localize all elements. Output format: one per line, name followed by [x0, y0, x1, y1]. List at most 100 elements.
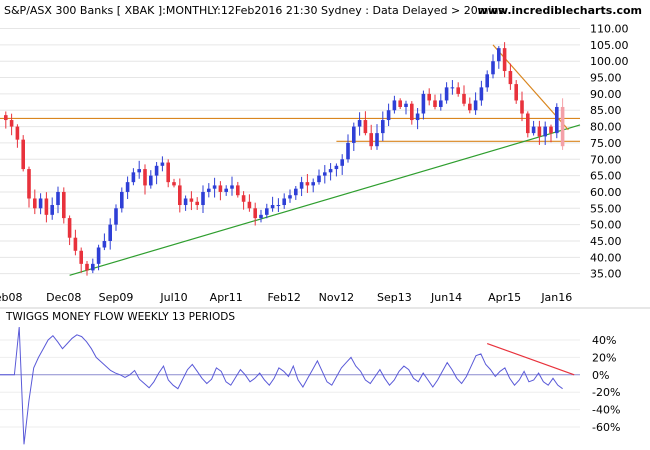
candle-body	[381, 120, 385, 134]
candle-body	[50, 205, 54, 215]
candle-body	[537, 126, 542, 137]
price-y-tick-label: 90.00	[590, 88, 622, 101]
candle-body	[143, 169, 147, 186]
indicator-y-tick-label: 20%	[592, 351, 616, 364]
candle-body	[404, 103, 408, 107]
price-x-tick-label: Jan16	[540, 291, 572, 304]
indicator-y-tick-label: -40%	[592, 404, 620, 417]
price-x-tick-label: Feb12	[267, 291, 300, 304]
candle-body	[450, 87, 455, 89]
candle-body	[166, 162, 170, 183]
candle-body	[96, 247, 101, 264]
candle-body	[317, 175, 321, 183]
candle-body	[102, 240, 107, 248]
price-y-tick-label: 100.00	[590, 55, 629, 68]
candle-body	[21, 139, 25, 170]
candle-body	[311, 182, 315, 186]
price-x-tick-label: Apr11	[210, 291, 243, 304]
price-y-tick-label: 95.00	[590, 72, 622, 85]
price-y-tick-label: 50.00	[590, 219, 622, 232]
candle-body	[178, 185, 182, 206]
indicator-y-tick-label: -60%	[592, 421, 620, 434]
candle-body	[9, 120, 14, 127]
candle-body	[386, 110, 391, 121]
price-levels	[0, 117, 580, 142]
candle-body	[549, 126, 553, 134]
candle-body	[207, 188, 211, 192]
candle-body	[276, 205, 281, 207]
price-candles	[4, 42, 565, 276]
candle-body	[160, 162, 165, 166]
candle-body	[270, 205, 275, 209]
candle-body	[555, 106, 559, 134]
rising-support-trendline	[69, 124, 581, 276]
candle-body	[328, 169, 333, 173]
price-y-tick-label: 60.00	[590, 186, 622, 199]
price-x-tick-label: Apr15	[488, 291, 521, 304]
candle-body	[236, 185, 240, 196]
price-x-tick-label: Nov12	[319, 291, 354, 304]
candle-body	[73, 237, 78, 251]
candle-body	[299, 182, 304, 189]
candle-body	[543, 126, 547, 137]
candle-body	[334, 165, 339, 170]
indicator-y-tick-labels: 40% 20% 0% -20% -40% -60%	[592, 334, 620, 434]
candle-body	[497, 48, 501, 62]
indicator-y-tick-label: -20%	[592, 386, 620, 399]
candle-body	[38, 198, 43, 209]
price-y-tick-label: 45.00	[590, 235, 622, 248]
candle-body	[468, 103, 472, 111]
candle-body	[357, 120, 362, 127]
price-y-tick-label: 80.00	[590, 121, 622, 134]
candle-body	[363, 120, 368, 134]
candle-body	[369, 133, 373, 147]
candle-body	[189, 198, 194, 202]
candle-body	[259, 214, 263, 219]
indicator-falling-trendline	[486, 342, 575, 376]
candle-body	[305, 182, 310, 186]
price-y-tick-label: 40.00	[590, 251, 622, 264]
price-x-tick-label: Jul10	[159, 291, 187, 304]
candle-body	[433, 100, 437, 107]
price-y-tick-label: 105.00	[590, 39, 629, 52]
candle-body	[253, 208, 257, 219]
candle-body	[230, 185, 234, 189]
price-x-tick-label: Feb08	[0, 291, 23, 304]
candle-body	[282, 198, 286, 206]
candle-body	[247, 201, 252, 209]
candle-body	[502, 48, 507, 72]
candle-body	[201, 191, 205, 206]
candle-body	[485, 74, 489, 88]
candle-body	[44, 198, 49, 215]
candle-body	[195, 201, 199, 206]
candle-body	[427, 93, 431, 101]
price-y-tick-label: 85.00	[590, 104, 622, 117]
candle-body	[241, 195, 246, 202]
candle-body	[456, 87, 460, 94]
candle-body	[137, 169, 141, 173]
candle-body	[120, 191, 124, 209]
candle-body	[520, 100, 524, 114]
candle-body	[33, 198, 37, 209]
indicator-panel: TWIGGS MONEY FLOW WEEKLY 13 PERIODS 40% 2…	[0, 311, 620, 445]
candle-body	[79, 250, 83, 264]
price-x-tick-label: Sep09	[99, 291, 134, 304]
price-x-tick-label: Jun14	[430, 291, 462, 304]
candle-body	[149, 175, 153, 186]
price-x-tick-label: Sep13	[377, 291, 412, 304]
candle-body	[340, 159, 344, 166]
candle-body	[91, 263, 95, 271]
candle-body	[462, 93, 466, 104]
candle-body	[491, 61, 495, 75]
indicator-y-tick-label: 40%	[592, 334, 616, 347]
candle-body	[352, 126, 356, 143]
price-y-tick-label: 110.00	[590, 23, 629, 36]
price-y-tick-labels: 35.00 40.00 45.00 50.00 55.00 60.00 65.00 70.00…	[590, 23, 629, 281]
candle-body	[398, 100, 402, 107]
price-y-tick-label: 70.00	[590, 153, 622, 166]
indicator-series	[0, 326, 563, 445]
candle-body	[4, 115, 8, 121]
candle-body	[531, 126, 536, 134]
candle-body	[473, 100, 478, 111]
candle-body	[114, 208, 118, 225]
